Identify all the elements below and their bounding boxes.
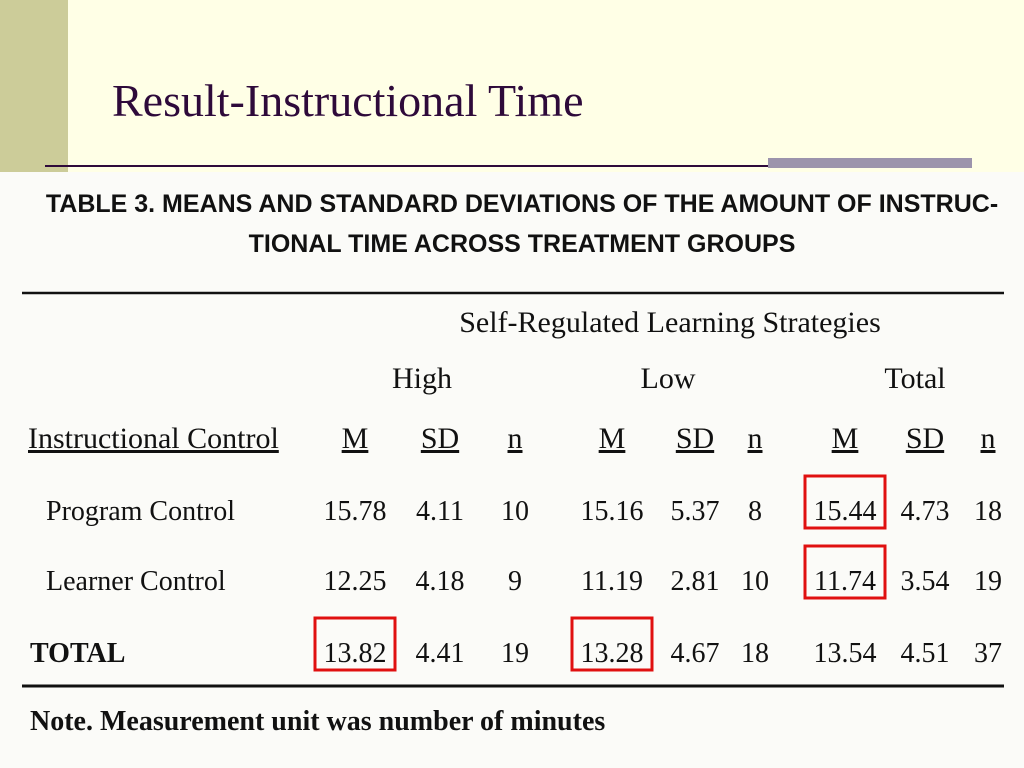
group-header: Total — [884, 362, 945, 395]
highlight-box — [803, 474, 887, 530]
column-header: n — [981, 422, 996, 455]
table-cell: 5.37 — [671, 496, 720, 527]
column-header: M — [599, 422, 626, 455]
table-cell: 4.11 — [416, 496, 464, 527]
table-cell: 19 — [501, 638, 529, 669]
table-cell: 18 — [741, 638, 769, 669]
table-cell: 10 — [501, 496, 529, 527]
slide-title: Result-Instructional Time — [112, 75, 584, 126]
table-cell: 9 — [508, 566, 522, 597]
spanner-header: Self-Regulated Learning Strategies — [459, 306, 881, 339]
table-image — [0, 172, 1024, 768]
table-cell: 12.25 — [324, 566, 387, 597]
table-cell: 13.28 — [581, 638, 644, 669]
column-header: M — [832, 422, 859, 455]
table-cell: 13.54 — [814, 638, 877, 669]
table-note: Note. Measurement unit was number of min… — [30, 706, 605, 737]
table-cell: 8 — [748, 496, 762, 527]
table-cell: 10 — [741, 566, 769, 597]
table-caption: TABLE 3. MEANS AND STANDARD DEVIATIONS O… — [46, 190, 998, 218]
side-strip — [0, 0, 68, 172]
table-cell: 15.16 — [581, 496, 644, 527]
highlight-box — [570, 616, 654, 672]
table-cell: 4.67 — [671, 638, 720, 669]
column-header: M — [342, 422, 369, 455]
row-label: TOTAL — [30, 638, 125, 669]
row-label: Learner Control — [46, 566, 226, 597]
group-header: Low — [641, 362, 696, 395]
table-caption: TIONAL TIME ACROSS TREATMENT GROUPS — [249, 230, 796, 258]
column-header: Instructional Control — [28, 422, 279, 455]
table-cell: 3.54 — [901, 566, 950, 597]
table-cell: 4.18 — [416, 566, 465, 597]
table-cell: 4.51 — [901, 638, 950, 669]
highlight-box — [313, 616, 397, 672]
row-label: Program Control — [46, 496, 235, 527]
column-header: SD — [906, 422, 944, 455]
table-cell: 13.82 — [324, 638, 387, 669]
column-header: n — [508, 422, 523, 455]
table-cell: 4.73 — [901, 496, 950, 527]
table-cell: 11.19 — [581, 566, 643, 597]
table-cell: 2.81 — [671, 566, 720, 597]
table-cell: 19 — [974, 566, 1002, 597]
table-cell: 15.44 — [814, 496, 877, 527]
group-header: High — [392, 362, 452, 395]
column-header: n — [748, 422, 763, 455]
table: TABLE 3. MEANS AND STANDARD DEVIATIONS O… — [28, 190, 1002, 737]
table-cell: 4.41 — [416, 638, 465, 669]
column-header: SD — [676, 422, 714, 455]
table-cell: 18 — [974, 496, 1002, 527]
highlight-box — [803, 544, 887, 600]
column-header: SD — [421, 422, 459, 455]
table-cell: 15.78 — [324, 496, 387, 527]
accent-bar — [768, 158, 972, 168]
table-cell: 37 — [974, 638, 1002, 669]
table-cell: 11.74 — [814, 566, 876, 597]
